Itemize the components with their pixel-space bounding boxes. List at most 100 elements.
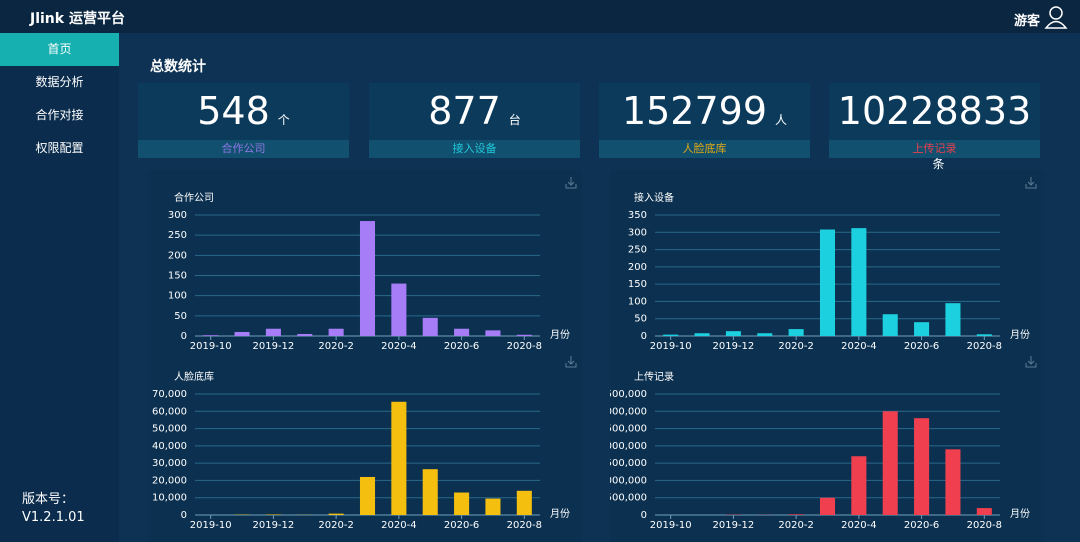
bar xyxy=(234,331,250,336)
bar xyxy=(391,401,407,515)
y-tick-label: 3,000,000 xyxy=(596,406,647,417)
y-tick-label: 150 xyxy=(628,279,647,290)
stat-unit: 人 xyxy=(775,113,788,127)
x-tick-label: 2020-6 xyxy=(444,341,479,352)
x-tick-label: 2020-2 xyxy=(318,341,353,352)
y-tick-label: 2,000,000 xyxy=(596,441,647,452)
bar xyxy=(359,476,376,515)
sidebar: 首页数据分析合作对接权限配置 版本号： V1.2.1.01 xyxy=(0,33,119,542)
stat-value: 152799 xyxy=(621,89,768,133)
bar xyxy=(297,333,313,336)
y-tick-label: 1,500,000 xyxy=(596,458,647,469)
stat-unit: 个 xyxy=(277,113,290,127)
download-icon[interactable] xyxy=(565,356,577,368)
y-tick-label: 50 xyxy=(174,311,187,322)
y-tick-label: 100 xyxy=(628,296,647,307)
x-tick-label: 2020-2 xyxy=(318,520,353,531)
bar xyxy=(882,314,898,336)
y-tick-label: 10,000 xyxy=(152,493,187,504)
y-tick-label: 1,000,000 xyxy=(596,475,647,486)
y-tick-label: 50 xyxy=(634,314,647,325)
y-tick-label: 150 xyxy=(168,271,187,282)
bar xyxy=(454,328,470,336)
y-tick-label: 50,000 xyxy=(152,424,187,435)
nav-item[interactable]: 权限配置 xyxy=(35,141,84,155)
bar xyxy=(663,334,679,336)
x-tick-label: 2020-4 xyxy=(841,520,876,531)
bar xyxy=(725,331,741,336)
bar xyxy=(328,328,344,336)
x-axis-label: 月份 xyxy=(1010,508,1030,520)
x-axis-label: 月份 xyxy=(1010,329,1030,341)
x-axis-label: 月份 xyxy=(550,508,570,520)
bar xyxy=(788,514,804,515)
x-tick-label: 2020-4 xyxy=(841,341,876,352)
bar xyxy=(914,322,930,336)
stat-value: 548 xyxy=(197,89,270,133)
y-tick-label: 200 xyxy=(168,250,187,261)
bar xyxy=(976,508,992,515)
x-tick-label: 2020-8 xyxy=(507,341,542,352)
stat-label: 上传记录 xyxy=(829,140,1040,158)
bar xyxy=(485,330,501,336)
nav-item[interactable]: 数据分析 xyxy=(35,75,84,89)
bar xyxy=(391,283,407,336)
user-icon[interactable] xyxy=(1044,5,1068,29)
stat-card: 877 台接入设备 xyxy=(369,83,580,158)
y-tick-label: 300 xyxy=(628,227,647,238)
y-tick-label: 250 xyxy=(628,245,647,256)
chart-title: 接入设备 xyxy=(634,191,674,204)
stat-card: 548 个合作公司 xyxy=(138,83,349,158)
x-tick-label: 2020-8 xyxy=(967,341,1002,352)
bar xyxy=(945,449,961,515)
bar xyxy=(851,456,867,515)
version-label: 版本号： xyxy=(22,492,75,507)
stat-label: 接入设备 xyxy=(369,140,580,158)
bar xyxy=(788,329,804,336)
bar xyxy=(265,514,281,515)
x-tick-label: 2019-12 xyxy=(253,520,295,531)
x-tick-label: 2019-12 xyxy=(713,520,755,531)
x-tick-label: 2019-10 xyxy=(190,341,232,352)
x-tick-label: 2020-6 xyxy=(904,341,939,352)
y-tick-label: 40,000 xyxy=(152,441,187,452)
download-icon[interactable] xyxy=(1025,356,1037,368)
x-tick-label: 2019-10 xyxy=(190,520,232,531)
x-tick-label: 2020-2 xyxy=(778,520,813,531)
nav-item[interactable]: 合作对接 xyxy=(35,108,84,122)
y-tick-label: 100 xyxy=(168,291,187,302)
bar xyxy=(851,228,867,336)
download-icon[interactable] xyxy=(565,177,577,189)
y-tick-label: 20,000 xyxy=(152,475,187,486)
stat-value: 877 xyxy=(428,89,501,133)
version-number: V1.2.1.01 xyxy=(22,510,85,525)
download-icon[interactable] xyxy=(1025,177,1037,189)
stat-number: 877 台 xyxy=(369,89,580,133)
nav-item[interactable]: 首页 xyxy=(0,33,119,66)
y-tick-label: 0 xyxy=(181,510,187,521)
y-tick-label: 30,000 xyxy=(152,458,187,469)
bar xyxy=(757,333,773,336)
user-name[interactable]: 游客 xyxy=(1013,14,1040,29)
bar xyxy=(945,303,961,336)
stat-number: 548 个 xyxy=(138,89,349,133)
x-tick-label: 2019-10 xyxy=(650,341,692,352)
nav-list: 首页数据分析合作对接权限配置 xyxy=(0,33,119,165)
x-tick-label: 2019-12 xyxy=(253,341,295,352)
x-tick-label: 2020-2 xyxy=(778,341,813,352)
section-title: 总数统计 xyxy=(150,59,206,75)
chart-title: 人脸底库 xyxy=(174,370,214,383)
stat-card: 152799 人人脸底库 xyxy=(599,83,810,158)
stat-number: 10228833 条 xyxy=(829,89,1040,177)
bar xyxy=(516,490,532,515)
y-tick-label: 0 xyxy=(181,331,187,342)
version: 版本号： V1.2.1.01 xyxy=(22,491,85,527)
x-tick-label: 2020-8 xyxy=(967,520,1002,531)
bar xyxy=(882,411,898,515)
y-tick-label: 0 xyxy=(641,510,647,521)
y-tick-label: 300 xyxy=(168,210,187,221)
chart-title: 合作公司 xyxy=(174,191,214,204)
stat-number: 152799 人 xyxy=(599,89,810,133)
y-tick-label: 2,500,000 xyxy=(596,424,647,435)
